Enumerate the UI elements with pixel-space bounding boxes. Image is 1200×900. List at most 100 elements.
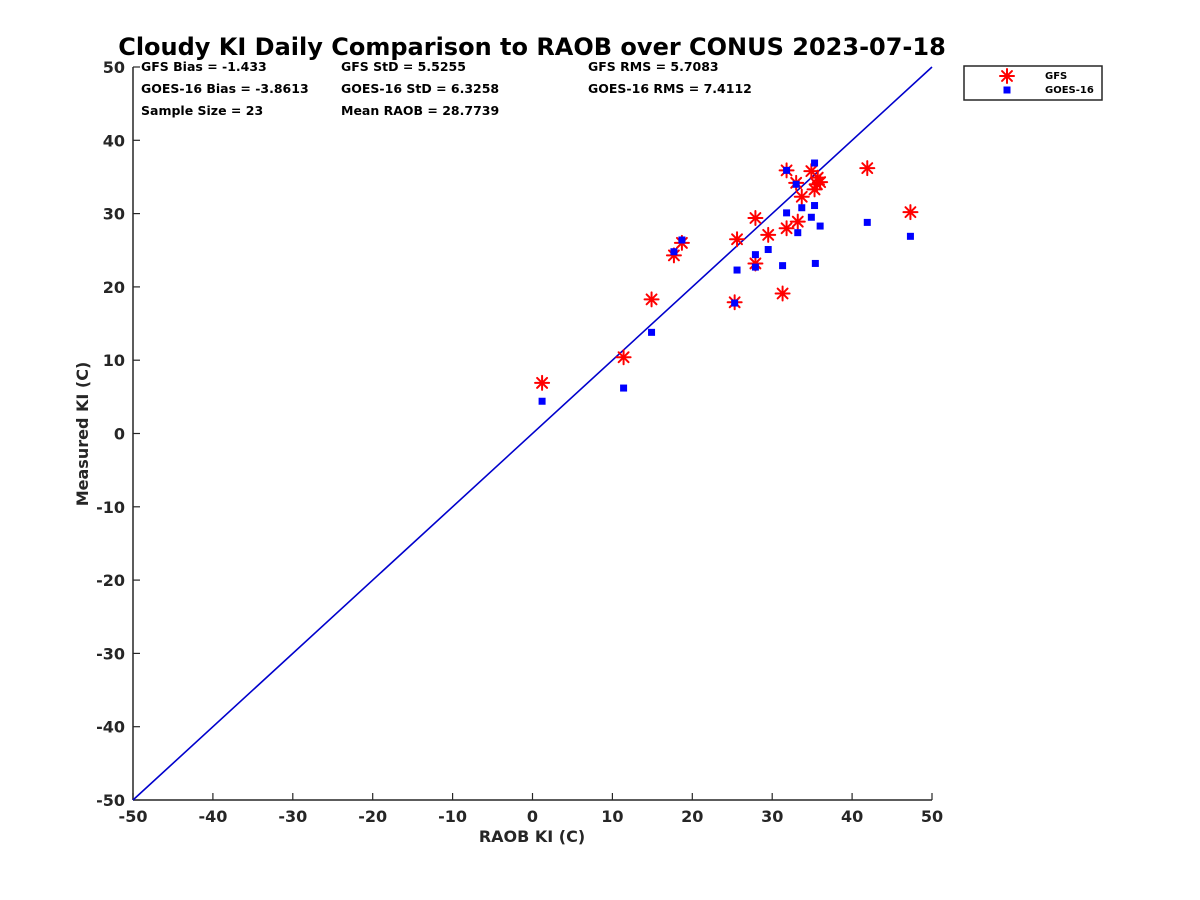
one-to-one-line bbox=[132, 66, 933, 801]
x-tick-label: 20 bbox=[681, 807, 703, 826]
goes16-point bbox=[811, 159, 819, 167]
gfs-point bbox=[808, 176, 825, 193]
x-ticks: -50 -40 -30 -20 -10 0 10 20 30 40 50 bbox=[119, 793, 943, 826]
gfs-point-stroke bbox=[776, 287, 789, 300]
x-tick-label: -30 bbox=[278, 807, 307, 826]
gfs-point bbox=[774, 285, 791, 302]
gfs-point bbox=[760, 226, 777, 243]
goes16-point bbox=[648, 328, 656, 336]
goes16-series bbox=[538, 159, 914, 405]
gfs-point-stroke bbox=[731, 233, 743, 246]
goes16-point bbox=[783, 166, 791, 174]
y-tick-label: 50 bbox=[103, 58, 125, 77]
stat-sample-size: Sample Size = 23 bbox=[141, 103, 263, 118]
stat-goes-std: GOES-16 StD = 6.3258 bbox=[341, 81, 499, 96]
gfs-point-stroke bbox=[762, 228, 775, 241]
goes16-point bbox=[733, 266, 741, 274]
stat-gfs-std: GFS StD = 5.5255 bbox=[341, 59, 466, 74]
legend: GFS GOES-16 bbox=[963, 65, 1103, 101]
y-tick-label: 0 bbox=[114, 425, 125, 444]
stat-goes-bias: GOES-16 Bias = -3.8613 bbox=[141, 81, 309, 96]
stats-annotations: GFS Bias = -1.433 GFS StD = 5.5255 GFS R… bbox=[141, 59, 752, 118]
gfs-point bbox=[747, 209, 764, 226]
goes16-point bbox=[807, 213, 815, 221]
gfs-point bbox=[859, 160, 876, 177]
y-tick-label: 20 bbox=[103, 278, 125, 297]
goes16-point bbox=[731, 299, 739, 307]
x-tick-label: -50 bbox=[119, 807, 148, 826]
goes16-point bbox=[764, 246, 772, 254]
legend-goes16-square bbox=[1003, 86, 1011, 94]
x-tick-label: 0 bbox=[527, 807, 538, 826]
y-tick-label: 10 bbox=[103, 351, 125, 370]
legend-box bbox=[963, 65, 1103, 101]
y-tick-label: -20 bbox=[96, 571, 125, 590]
gfs-point-stroke bbox=[795, 190, 808, 203]
y-axis-label: Measured KI (C) bbox=[73, 362, 92, 507]
y-tick-label: -30 bbox=[96, 644, 125, 663]
gfs-point-stroke bbox=[749, 212, 762, 224]
x-axis-label: RAOB KI (C) bbox=[479, 827, 585, 846]
gfs-point-stroke bbox=[780, 222, 793, 235]
x-tick-label: 10 bbox=[601, 807, 623, 826]
goes16-point bbox=[751, 263, 759, 271]
x-tick-label: -20 bbox=[358, 807, 387, 826]
gfs-point bbox=[643, 291, 660, 308]
y-ticks: -50 -40 -30 -20 -10 0 10 20 30 40 50 bbox=[96, 58, 140, 810]
gfs-point-stroke bbox=[805, 165, 818, 178]
legend-gfs-marker bbox=[999, 68, 1015, 84]
legend-gfs-asterisk bbox=[999, 68, 1015, 84]
goes16-point bbox=[779, 262, 787, 270]
x-tick-label: -10 bbox=[438, 807, 467, 826]
x-tick-label: 50 bbox=[921, 807, 943, 826]
legend-gfs-asterisk-stroke bbox=[1001, 70, 1013, 82]
gfs-point bbox=[729, 231, 746, 248]
gfs-point bbox=[778, 220, 795, 237]
goes16-point bbox=[678, 236, 686, 244]
gfs-point-stroke bbox=[861, 162, 874, 175]
gfs-point-stroke bbox=[536, 376, 549, 389]
goes16-point bbox=[798, 204, 806, 212]
y-tick-label: -40 bbox=[96, 718, 125, 737]
goes16-point bbox=[794, 229, 802, 237]
legend-gfs-label: GFS bbox=[1045, 71, 1067, 82]
x-tick-label: 30 bbox=[761, 807, 783, 826]
gfs-point-stroke bbox=[904, 206, 917, 219]
goes16-point bbox=[863, 218, 871, 226]
y-tick-label: 40 bbox=[103, 131, 125, 150]
gfs-point bbox=[902, 204, 919, 221]
gfs-point-stroke bbox=[617, 351, 630, 364]
goes16-point bbox=[670, 248, 678, 256]
gfs-point-stroke bbox=[791, 215, 804, 228]
gfs-point bbox=[534, 374, 551, 391]
stat-gfs-bias: GFS Bias = -1.433 bbox=[141, 59, 267, 74]
gfs-point bbox=[615, 349, 632, 366]
stat-mean-raob: Mean RAOB = 28.7739 bbox=[341, 103, 499, 118]
goes16-point bbox=[751, 251, 759, 259]
legend-goes16-marker bbox=[1003, 86, 1011, 94]
gfs-point-stroke bbox=[810, 178, 823, 191]
goes16-point bbox=[792, 180, 800, 188]
goes16-point bbox=[620, 384, 628, 392]
x-tick-label: 40 bbox=[841, 807, 863, 826]
goes16-point bbox=[811, 202, 819, 210]
x-tick-label: -40 bbox=[198, 807, 227, 826]
y-tick-label: -10 bbox=[96, 498, 125, 517]
stat-goes-rms: GOES-16 RMS = 7.4112 bbox=[588, 81, 752, 96]
y-tick-label: 30 bbox=[103, 205, 125, 224]
stat-gfs-rms: GFS RMS = 5.7083 bbox=[588, 59, 719, 74]
y-tick-label: -50 bbox=[96, 791, 125, 810]
goes16-point bbox=[816, 222, 824, 230]
reference-line-group bbox=[132, 66, 933, 801]
gfs-point bbox=[793, 188, 810, 205]
goes16-point bbox=[783, 209, 791, 217]
gfs-point-stroke bbox=[645, 293, 658, 306]
goes16-point bbox=[811, 259, 819, 267]
legend-goes16-label: GOES-16 bbox=[1045, 85, 1094, 96]
gfs-point bbox=[789, 213, 806, 230]
chart-title: Cloudy KI Daily Comparison to RAOB over … bbox=[118, 33, 946, 61]
goes16-point bbox=[538, 397, 546, 405]
gfs-series bbox=[534, 160, 919, 391]
